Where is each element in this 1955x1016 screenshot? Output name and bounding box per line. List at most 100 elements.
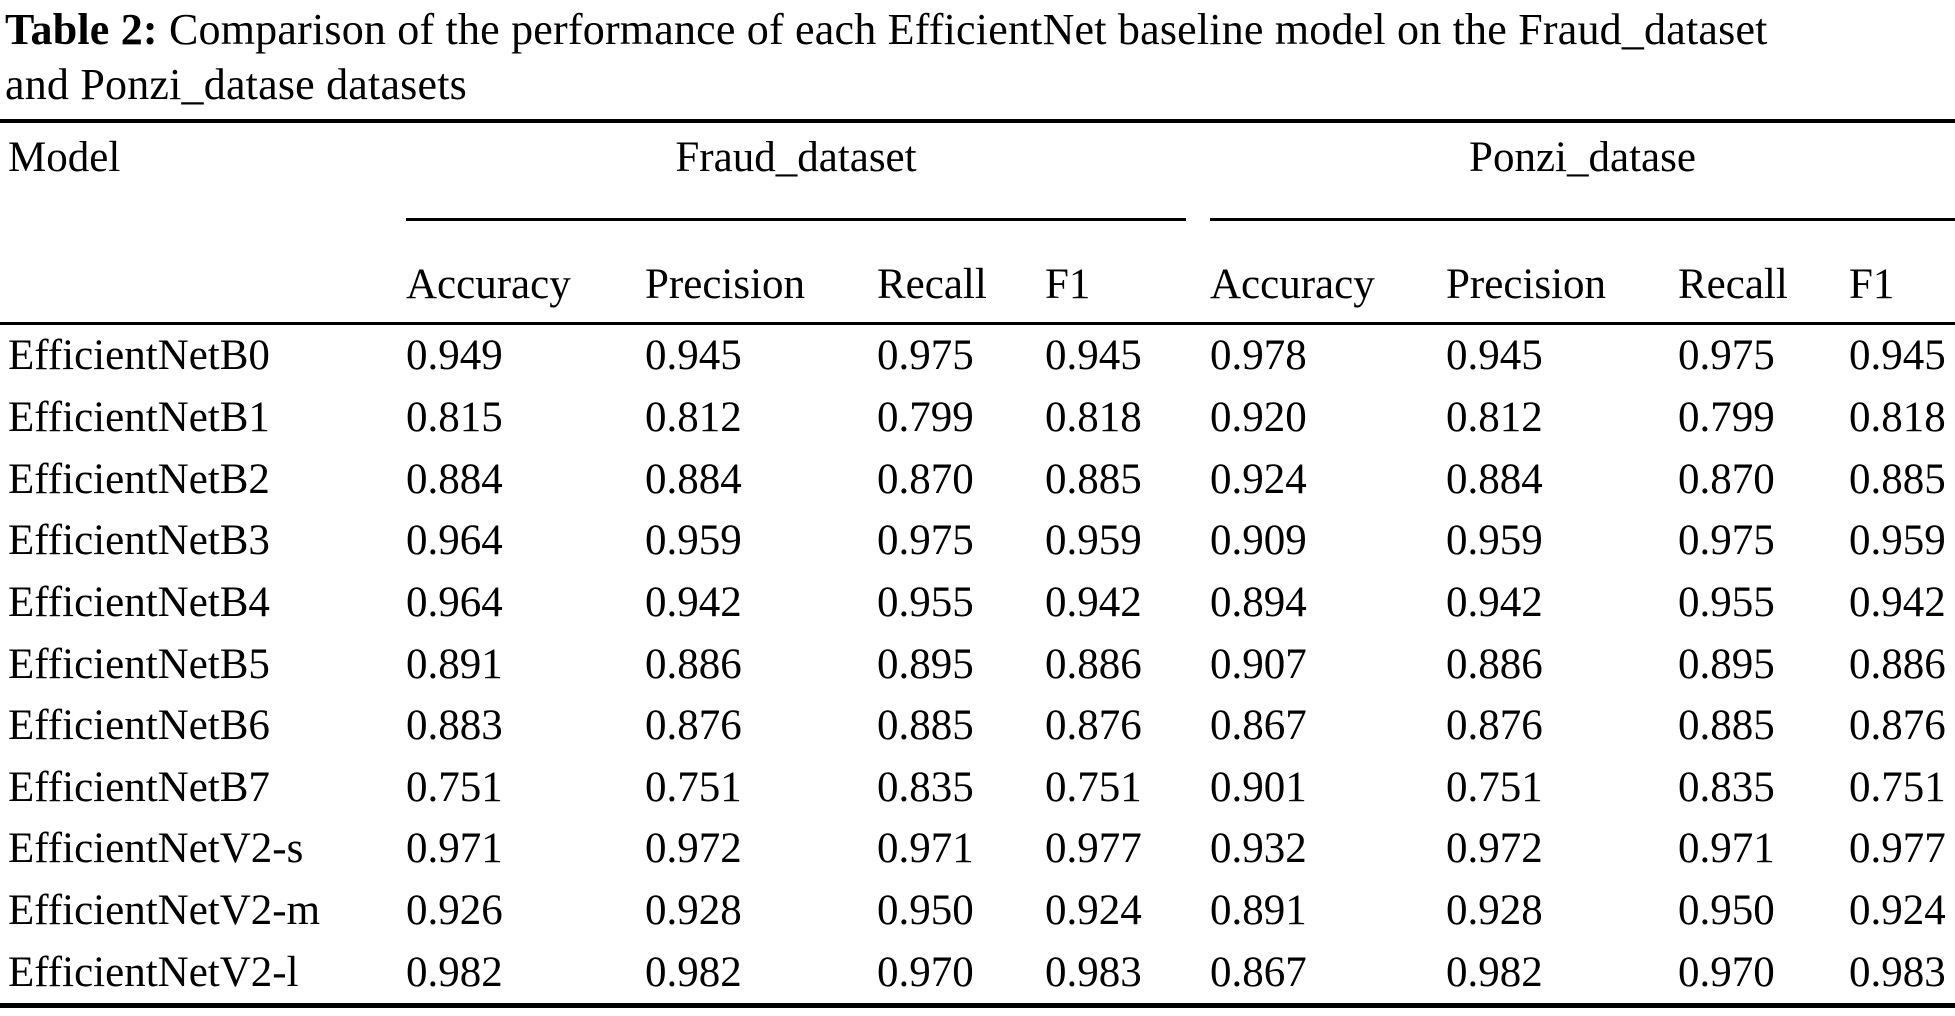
fraud-precision-header: Precision xyxy=(645,261,806,308)
ponzi-precision-cell: 0.884 xyxy=(1446,455,1543,503)
fraud-f1-cell: 0.751 xyxy=(1045,763,1142,811)
model-name-cell: EfficientNetV2-m xyxy=(8,887,321,935)
caption-text-line1: Comparison of the performance of each Ef… xyxy=(169,5,1768,54)
ponzi-recall-cell: 0.835 xyxy=(1678,763,1775,811)
table-row: EfficientNetB7 0.751 0.751 0.835 0.751 0… xyxy=(0,756,1955,818)
ponzi-recall-cell: 0.955 xyxy=(1678,578,1775,626)
fraud-recall-cell: 0.870 xyxy=(877,455,974,503)
ponzi-recall-cell: 0.885 xyxy=(1678,702,1775,750)
fraud-accuracy-header: Accuracy xyxy=(406,261,571,308)
ponzi-recall-cell: 0.971 xyxy=(1678,825,1775,873)
ponzi-precision-cell: 0.876 xyxy=(1446,702,1543,750)
table-row: EfficientNetV2-s 0.971 0.972 0.971 0.977… xyxy=(0,818,1955,880)
bottom-rule xyxy=(0,1003,1955,1008)
fraud-recall-cell: 0.885 xyxy=(877,702,974,750)
ponzi-accuracy-cell: 0.978 xyxy=(1210,332,1307,380)
model-name-cell: EfficientNetB0 xyxy=(8,332,270,380)
table-row: EfficientNetB5 0.891 0.886 0.895 0.886 0… xyxy=(0,633,1955,695)
fraud-precision-cell: 0.884 xyxy=(645,455,742,503)
ponzi-precision-header: Precision xyxy=(1446,261,1607,308)
model-name-cell: EfficientNetB5 xyxy=(8,640,270,688)
fraud-f1-cell: 0.959 xyxy=(1045,517,1142,565)
fraud-accuracy-cell: 0.815 xyxy=(406,393,503,441)
model-header-spacer xyxy=(8,252,406,318)
model-column-header: Model xyxy=(8,134,121,181)
ponzi-f1-cell: 0.751 xyxy=(1849,763,1946,811)
model-name-cell: EfficientNetB3 xyxy=(8,517,270,565)
ponzi-f1-cell: 0.876 xyxy=(1849,702,1946,750)
ponzi-f1-cell: 0.924 xyxy=(1849,887,1946,935)
table-body: EfficientNetB0 0.949 0.945 0.975 0.945 0… xyxy=(0,325,1955,1003)
fraud-dataset-group-header: Fraud_dataset xyxy=(675,134,917,181)
fraud-precision-cell: 0.942 xyxy=(645,578,742,626)
fraud-precision-cell: 0.945 xyxy=(645,332,742,380)
ponzi-group-rule xyxy=(1210,218,1955,221)
table-row: EfficientNetB1 0.815 0.812 0.799 0.818 0… xyxy=(0,387,1955,449)
fraud-recall-cell: 0.835 xyxy=(877,763,974,811)
ponzi-recall-cell: 0.799 xyxy=(1678,393,1775,441)
fraud-accuracy-cell: 0.883 xyxy=(406,702,503,750)
fraud-f1-cell: 0.945 xyxy=(1045,332,1142,380)
ponzi-recall-cell: 0.870 xyxy=(1678,455,1775,503)
ponzi-precision-cell: 0.812 xyxy=(1446,393,1543,441)
ponzi-recall-cell: 0.975 xyxy=(1678,332,1775,380)
fraud-f1-header: F1 xyxy=(1045,261,1091,308)
fraud-f1-cell: 0.818 xyxy=(1045,393,1142,441)
fraud-recall-header: Recall xyxy=(877,261,987,308)
fraud-precision-cell: 0.972 xyxy=(645,825,742,873)
ponzi-f1-cell: 0.942 xyxy=(1849,578,1946,626)
ponzi-recall-cell: 0.950 xyxy=(1678,887,1775,935)
fraud-accuracy-cell: 0.884 xyxy=(406,455,503,503)
ponzi-recall-header: Recall xyxy=(1678,261,1788,308)
fraud-recall-cell: 0.950 xyxy=(877,887,974,935)
ponzi-accuracy-cell: 0.867 xyxy=(1210,948,1307,996)
fraud-recall-cell: 0.975 xyxy=(877,332,974,380)
caption-text-line2: and Ponzi_datase datasets xyxy=(5,60,467,109)
fraud-recall-cell: 0.970 xyxy=(877,948,974,996)
fraud-accuracy-cell: 0.971 xyxy=(406,825,503,873)
ponzi-accuracy-cell: 0.907 xyxy=(1210,640,1307,688)
ponzi-f1-cell: 0.977 xyxy=(1849,825,1946,873)
model-name-cell: EfficientNetB4 xyxy=(8,578,270,626)
ponzi-accuracy-cell: 0.924 xyxy=(1210,455,1307,503)
ponzi-accuracy-header: Accuracy xyxy=(1210,261,1375,308)
ponzi-f1-cell: 0.959 xyxy=(1849,517,1946,565)
column-header-row: Accuracy Precision Recall F1 Accuracy Pr… xyxy=(0,252,1955,318)
ponzi-recall-cell: 0.975 xyxy=(1678,517,1775,565)
table-row: EfficientNetB6 0.883 0.876 0.885 0.876 0… xyxy=(0,695,1955,757)
ponzi-f1-cell: 0.886 xyxy=(1849,640,1946,688)
ponzi-accuracy-cell: 0.920 xyxy=(1210,393,1307,441)
table-caption: Table 2: Comparison of the performance o… xyxy=(5,2,1950,112)
fraud-recall-cell: 0.895 xyxy=(877,640,974,688)
group-header-row: Model Fraud_dataset Ponzi_datase xyxy=(0,118,1955,198)
model-name-cell: EfficientNetB7 xyxy=(8,763,270,811)
table-row: EfficientNetB0 0.949 0.945 0.975 0.945 0… xyxy=(0,325,1955,387)
ponzi-accuracy-cell: 0.867 xyxy=(1210,702,1307,750)
fraud-precision-cell: 0.876 xyxy=(645,702,742,750)
ponzi-f1-cell: 0.983 xyxy=(1849,948,1946,996)
fraud-f1-cell: 0.885 xyxy=(1045,455,1142,503)
ponzi-precision-cell: 0.942 xyxy=(1446,578,1543,626)
model-name-cell: EfficientNetB1 xyxy=(8,393,270,441)
fraud-f1-cell: 0.942 xyxy=(1045,578,1142,626)
ponzi-precision-cell: 0.886 xyxy=(1446,640,1543,688)
table-row: EfficientNetB3 0.964 0.959 0.975 0.959 0… xyxy=(0,510,1955,572)
caption-label: Table 2: xyxy=(5,5,158,54)
model-name-cell: EfficientNetB6 xyxy=(8,702,270,750)
ponzi-precision-cell: 0.928 xyxy=(1446,887,1543,935)
ponzi-f1-cell: 0.885 xyxy=(1849,455,1946,503)
ponzi-precision-cell: 0.959 xyxy=(1446,517,1543,565)
ponzi-f1-cell: 0.945 xyxy=(1849,332,1946,380)
header-rule xyxy=(0,322,1955,325)
fraud-accuracy-cell: 0.982 xyxy=(406,948,503,996)
ponzi-accuracy-cell: 0.909 xyxy=(1210,517,1307,565)
fraud-f1-cell: 0.924 xyxy=(1045,887,1142,935)
fraud-accuracy-cell: 0.926 xyxy=(406,887,503,935)
fraud-f1-cell: 0.977 xyxy=(1045,825,1142,873)
fraud-accuracy-cell: 0.964 xyxy=(406,578,503,626)
ponzi-f1-header: F1 xyxy=(1849,261,1895,308)
table-row: EfficientNetV2-l 0.982 0.982 0.970 0.983… xyxy=(0,941,1955,1003)
ponzi-accuracy-cell: 0.932 xyxy=(1210,825,1307,873)
fraud-accuracy-cell: 0.751 xyxy=(406,763,503,811)
